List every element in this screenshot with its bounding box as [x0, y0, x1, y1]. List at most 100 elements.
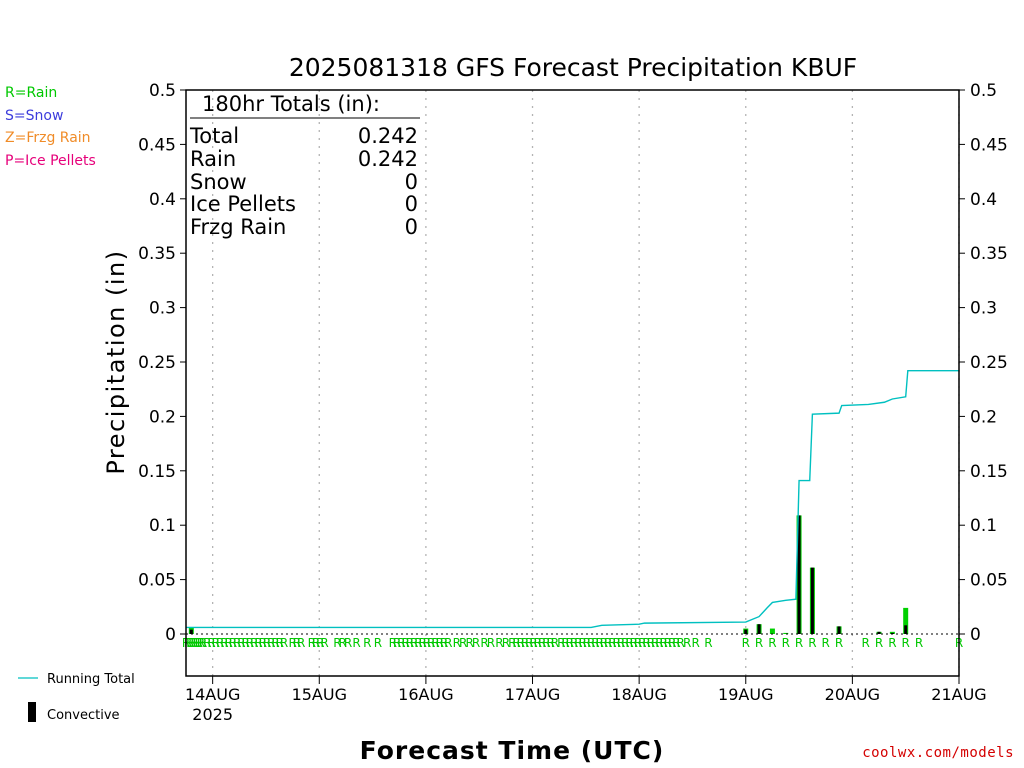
x-tick-label: 20AUG	[825, 685, 880, 704]
precip-type-marker-rain: R	[862, 636, 870, 650]
precip-type-marker-rain: R	[224, 636, 232, 650]
precip-type-marker-rain: R	[683, 636, 691, 650]
precip-bar	[769, 628, 775, 634]
legend-ice-pellets: P=Ice Pellets	[5, 152, 96, 169]
totals-label-rain: Rain	[190, 147, 236, 171]
precip-type-marker-rain: R	[647, 636, 655, 650]
precip-type-marker-rain: R	[410, 636, 418, 650]
precip-type-marker-rain: R	[339, 636, 347, 650]
y-tick-label-left: 0	[165, 625, 176, 645]
precip-type-marker-rain: R	[472, 636, 480, 650]
precip-type-marker-rain: R	[557, 636, 565, 650]
precip-type-marker-rain: R	[352, 636, 360, 650]
precip-type-marker-rain: R	[668, 636, 676, 650]
y-tick-label-right: 0.15	[970, 462, 1008, 482]
precip-type-marker-rain: R	[207, 636, 215, 650]
precip-type-marker-rain: R	[835, 636, 843, 650]
precip-type-marker-rain: R	[233, 636, 241, 650]
precip-type-marker-rain: R	[521, 636, 529, 650]
y-axis-label: Precipitation (in)	[102, 249, 130, 474]
y-tick-label-left: 0.45	[138, 135, 176, 155]
axes: 0 00.05 0.050.1 0.10.15 0.150.2 0.20.25 0.250.…	[138, 81, 1008, 724]
precip-type-marker-rain: R	[596, 636, 604, 650]
precip-type-marker-rain: R	[621, 636, 629, 650]
y-tick-label-right: 0.1	[970, 516, 997, 536]
precip-type-marker-rain: R	[502, 636, 510, 650]
totals-box: 180hr Totals (in): Total 0.242 Rain 0.24…	[189, 92, 420, 239]
x-tick-label: 15AUG	[292, 685, 347, 704]
precip-type-marker-rain: R	[600, 636, 608, 650]
precip-type-marker-rain: R	[199, 636, 207, 650]
precip-type-marker-rain: R	[768, 636, 776, 650]
precip-type-marker-rain: R	[440, 636, 448, 650]
convective-bar	[877, 631, 881, 634]
precip-type-marker-rain: R	[389, 636, 397, 650]
precip-type-marker-rain: R	[320, 636, 328, 650]
precip-type-marker-rain: R	[444, 636, 452, 650]
precip-type-marker-rain: R	[655, 636, 663, 650]
precip-type-marker-rain: R	[538, 636, 546, 650]
running-total-line	[186, 370, 959, 629]
precip-type-marker-rain: R	[795, 636, 803, 650]
precip-type-legend: R=Rain S=Snow Z=Frzg Rain P=Ice Pellets	[5, 82, 96, 172]
precip-type-marker-rain: R	[480, 636, 488, 650]
totals-header: 180hr Totals (in):	[202, 92, 380, 116]
precip-type-marker-rain: R	[642, 636, 650, 650]
precip-type-marker-rain: R	[344, 636, 352, 650]
precip-type-marker-rain: R	[664, 636, 672, 650]
precip-type-marker-rain: R	[212, 636, 220, 650]
precip-type-marker-rain: R	[229, 636, 237, 650]
precip-type-marker-rain: R	[431, 636, 439, 650]
precip-type-marker-rain: R	[875, 636, 883, 650]
precip-type-marker-rain: R	[525, 636, 533, 650]
precip-type-marker-rain: R	[902, 636, 910, 650]
precip-type-marker-rain: R	[312, 636, 320, 650]
precip-type-marker-rain: R	[583, 636, 591, 650]
precip-type-marker-rain: R	[808, 636, 816, 650]
precip-type-marker-rain: R	[242, 636, 250, 650]
bottom-legend: Running Total Convective	[18, 672, 135, 723]
precip-type-marker-rain: R	[308, 636, 316, 650]
precip-bar	[903, 607, 909, 634]
y-tick-label-right: 0.4	[970, 190, 997, 210]
legend-rain: R=Rain	[5, 85, 58, 101]
precip-type-marker-rain: R	[280, 636, 288, 650]
precip-type-marker-rain: R	[271, 636, 279, 650]
precip-type-marker-rain: R	[186, 636, 194, 650]
totals-label-total: Total	[189, 124, 239, 148]
precip-type-marker-rain: R	[246, 636, 254, 650]
precip-type-marker-rain: R	[414, 636, 422, 650]
convective-bar	[904, 625, 908, 634]
y-tick-label-left: 0.2	[149, 407, 176, 427]
precip-type-marker-rain: R	[401, 636, 409, 650]
y-tick-label-right: 0	[970, 625, 981, 645]
precip-type-marker-rain: R	[617, 636, 625, 650]
precip-type-marker-rain: R	[393, 636, 401, 650]
precip-type-marker-rain: R	[288, 636, 296, 650]
x-tick-label: 14AUG	[185, 685, 240, 704]
y-tick-label-left: 0.25	[138, 353, 176, 373]
precip-type-marker-rain: R	[216, 636, 224, 650]
precip-type-marker-rain: R	[363, 636, 371, 650]
precip-type-marker-rain: R	[333, 636, 341, 650]
chart-title: 2025081318 GFS Forecast Precipitation KB…	[289, 53, 857, 82]
precip-type-marker-rain: R	[237, 636, 245, 650]
precip-type-marker-rain: R	[591, 636, 599, 650]
legend-snow: S=Snow	[5, 107, 64, 124]
convective-legend-label: Convective	[47, 708, 120, 723]
totals-label-ice-pellets: Ice Pellets	[190, 192, 296, 216]
precip-type-marker-rain: R	[677, 636, 685, 650]
precip-type-marker-rain: R	[197, 636, 205, 650]
convective-bar	[797, 515, 801, 634]
precip-type-marker-rain: R	[436, 636, 444, 650]
convective-bar	[890, 632, 894, 634]
precip-type-marker-rain: R	[546, 636, 554, 650]
y-tick-label-right: 0.25	[970, 353, 1008, 373]
precip-type-marker-rain: R	[406, 636, 414, 650]
precip-type-marker-rain: R	[297, 636, 305, 650]
y-tick-label-left: 0.1	[149, 516, 176, 536]
precip-type-marker-rain: R	[587, 636, 595, 650]
precip-type-marker-rain: R	[782, 636, 790, 650]
